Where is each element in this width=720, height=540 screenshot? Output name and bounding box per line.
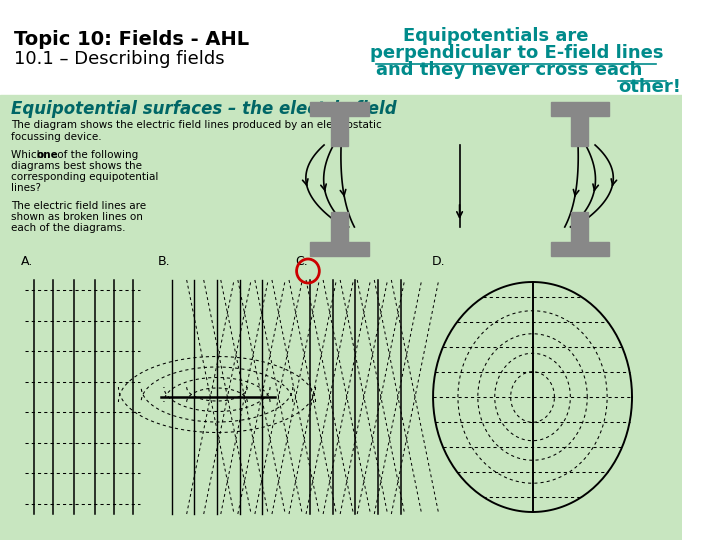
Text: Equipotential surfaces – the electric field: Equipotential surfaces – the electric fi… [12,100,397,118]
Bar [0,0,683,95]
Text: of the following: of the following [54,150,138,160]
Bar [572,212,588,242]
Bar [330,116,348,146]
Text: The diagram shows the electric field lines produced by an electrostatic: The diagram shows the electric field lin… [12,120,382,130]
Text: shown as broken lines on: shown as broken lines on [12,212,143,222]
Text: one: one [37,150,59,160]
Bar [551,102,609,116]
Text: 10.1 – Describing fields: 10.1 – Describing fields [14,50,225,68]
Text: Topic 10: Fields - AHL: Topic 10: Fields - AHL [14,30,249,49]
Bar [0,95,683,540]
Bar [551,242,609,256]
Text: B.: B. [157,255,170,268]
Text: A.: A. [21,255,33,268]
Bar [310,242,369,256]
Text: The electric field lines are: The electric field lines are [12,201,146,211]
Text: and they never cross each: and they never cross each [376,61,642,79]
Text: corresponding equipotential: corresponding equipotential [12,172,158,182]
Bar [330,212,348,242]
Text: diagrams best shows the: diagrams best shows the [12,161,143,171]
Bar [572,116,588,146]
Text: focussing device.: focussing device. [12,132,102,142]
Bar [310,102,369,116]
Text: lines?: lines? [12,183,41,193]
Text: D.: D. [432,255,446,268]
Text: perpendicular to E-field lines: perpendicular to E-field lines [369,44,663,62]
Text: Equipotentials are: Equipotentials are [402,27,588,45]
Text: each of the diagrams.: each of the diagrams. [12,223,126,233]
Text: other!: other! [618,78,680,96]
Text: Which: Which [12,150,47,160]
Text: C.: C. [296,255,308,268]
